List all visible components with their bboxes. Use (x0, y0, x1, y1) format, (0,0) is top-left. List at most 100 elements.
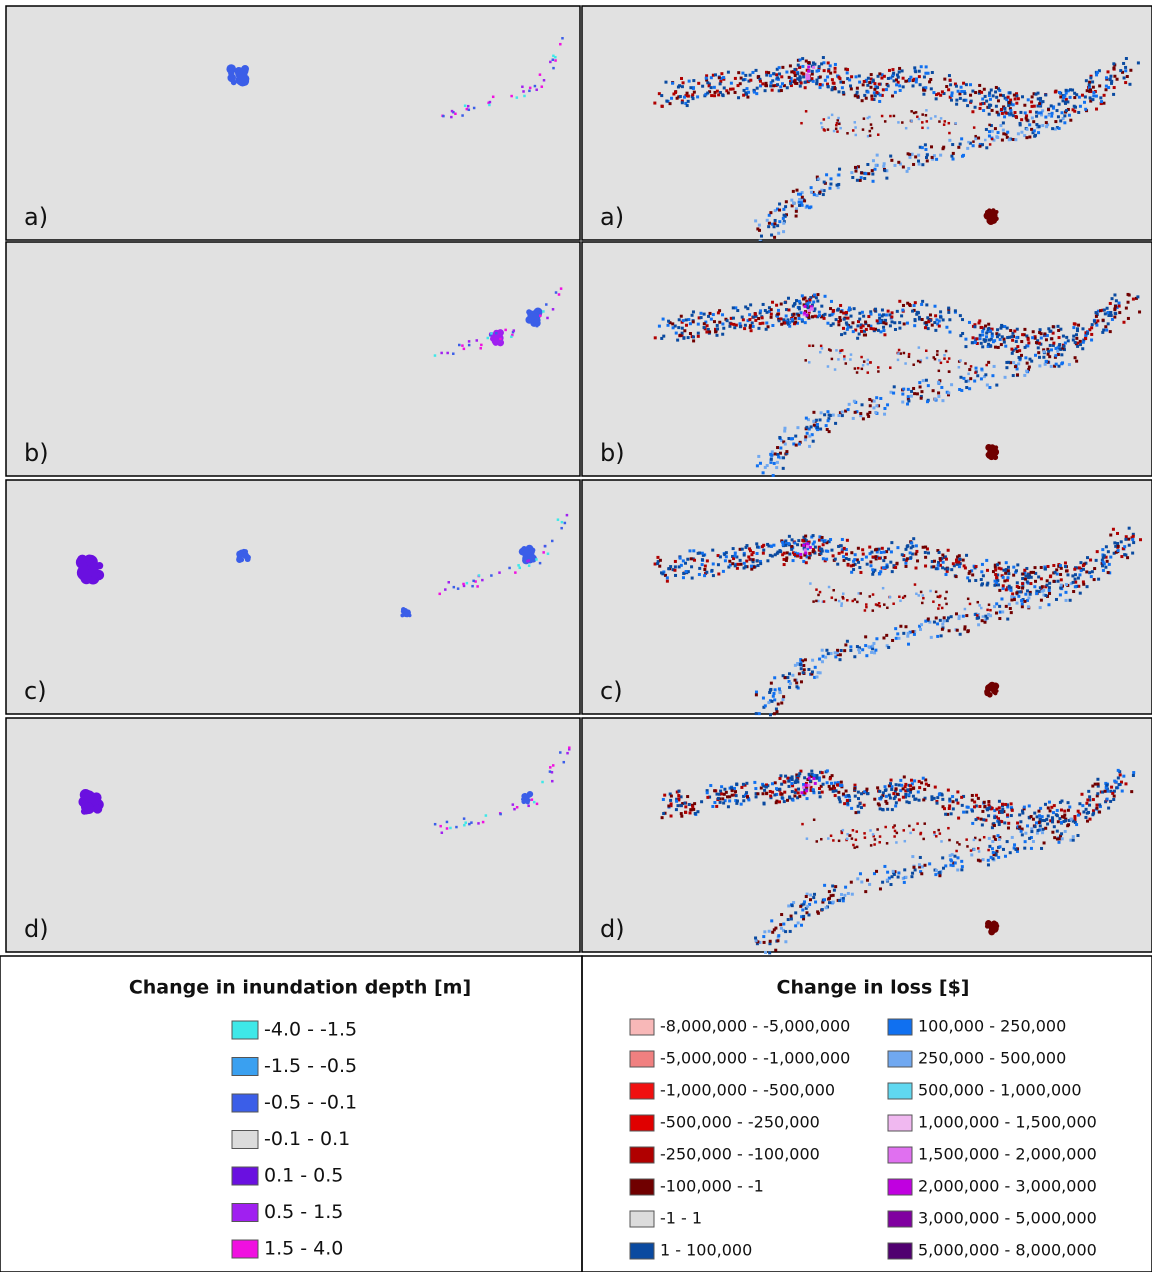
map-pixel (806, 205, 809, 208)
map-pixel (722, 327, 725, 330)
map-pixel (711, 569, 714, 572)
map-pixel (798, 795, 801, 798)
map-pixel (1044, 567, 1047, 570)
map-pixel (761, 545, 764, 548)
map-pixel (770, 682, 773, 685)
map-pixel (653, 102, 656, 105)
map-pixel (818, 311, 821, 314)
map-pixel (823, 898, 826, 901)
map-pixel (819, 671, 822, 674)
map-pixel (1001, 139, 1004, 142)
panel-label: c) (600, 677, 623, 705)
map-pixel (943, 616, 946, 619)
map-pixel (917, 160, 920, 163)
map-pixel (1016, 345, 1019, 348)
map-pixel (734, 790, 737, 793)
map-pixel (1132, 771, 1135, 774)
map-pixel (1112, 67, 1115, 70)
map-pixel (1047, 806, 1050, 809)
map-pixel (547, 553, 550, 556)
map-pixel (804, 321, 807, 324)
map-pixel (1010, 595, 1013, 598)
map-pixel (1120, 555, 1123, 558)
map-pixel (1106, 307, 1109, 310)
legend-label: -5,000,000 - -1,000,000 (660, 1049, 850, 1068)
map-pixel (942, 146, 945, 149)
map-pixel (973, 848, 976, 851)
map-pixel (712, 562, 715, 565)
map-pixel (1076, 345, 1079, 348)
map-pixel (802, 671, 805, 674)
map-pixel (1048, 582, 1051, 585)
map-pixel (793, 542, 796, 545)
map-pixel (778, 203, 781, 206)
map-pixel (1010, 348, 1013, 351)
map-pixel (670, 802, 673, 805)
map-pixel (1132, 541, 1135, 544)
map-pixel (672, 92, 675, 95)
map-pixel (964, 338, 967, 341)
map-pixel (944, 573, 947, 576)
map-pixel (1047, 603, 1050, 606)
map-pixel (1008, 585, 1011, 588)
map-pixel (939, 557, 942, 560)
map-pixel (1045, 584, 1048, 587)
map-blob (990, 216, 996, 222)
map-pixel (937, 391, 940, 394)
map-pixel (694, 812, 697, 815)
map-pixel (914, 553, 917, 556)
map-pixel (980, 377, 983, 380)
map-pixel (852, 568, 855, 571)
map-pixel (1060, 799, 1063, 802)
map-pixel (713, 320, 716, 323)
map-pixel (913, 324, 916, 327)
map-pixel (1026, 362, 1029, 365)
map-pixel (989, 609, 992, 612)
map-pixel (473, 107, 476, 110)
map-pixel (1053, 804, 1056, 807)
map-pixel (659, 559, 662, 562)
map-pixel (839, 800, 842, 803)
map-pixel (828, 414, 831, 417)
map-pixel (1122, 62, 1125, 65)
map-pixel (947, 549, 950, 552)
map-pixel (829, 183, 832, 186)
map-pixel (893, 164, 896, 167)
map-pixel (840, 544, 843, 547)
map-pixel (770, 919, 773, 922)
map-pixel (1007, 361, 1010, 364)
map-pixel (1105, 76, 1108, 79)
map-pixel (918, 118, 921, 121)
map-pixel (874, 411, 877, 414)
map-pixel (1045, 125, 1048, 128)
map-pixel (807, 306, 810, 309)
map-pixel (819, 428, 822, 431)
map-pixel (476, 339, 479, 342)
map-pixel (951, 795, 954, 798)
map-pixel (771, 324, 774, 327)
map-pixel (1004, 855, 1007, 858)
map-pixel (1026, 580, 1029, 583)
map-pixel (744, 74, 747, 77)
map-pixel (685, 318, 688, 321)
map-pixel (688, 803, 691, 806)
map-pixel (1089, 88, 1092, 91)
map-pixel (1101, 564, 1104, 567)
map-pixel (891, 639, 894, 642)
map-pixel (1013, 843, 1016, 846)
map-pixel (885, 634, 888, 637)
map-pixel (947, 616, 950, 619)
map-pixel (781, 66, 784, 69)
map-pixel (1082, 341, 1085, 344)
map-pixel (816, 910, 819, 913)
map-pixel (863, 790, 866, 793)
map-pixel (960, 868, 963, 871)
map-pixel (783, 552, 786, 555)
map-panel: b) (582, 242, 1152, 477)
map-pixel (883, 75, 886, 78)
map-pixel (1104, 566, 1107, 569)
map-pixel (965, 380, 968, 383)
map-pixel (948, 370, 951, 373)
map-pixel (739, 559, 742, 562)
map-pixel (1009, 109, 1012, 112)
